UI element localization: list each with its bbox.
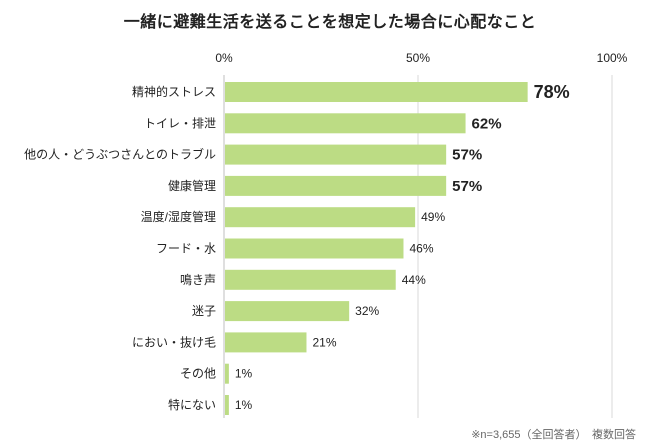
data-label: 44% — [402, 273, 426, 287]
category-label: フード・水 — [156, 242, 216, 256]
data-label: 62% — [472, 115, 502, 132]
data-label: 78% — [534, 82, 570, 102]
bar — [225, 207, 416, 228]
data-label: 49% — [421, 210, 445, 224]
x-tick-label: 50% — [406, 51, 430, 65]
category-label: 特にない — [168, 397, 216, 412]
bar — [225, 332, 307, 353]
bar — [225, 238, 404, 259]
bar — [225, 301, 350, 322]
data-label: 1% — [235, 398, 253, 412]
category-label: トイレ・排泄 — [144, 116, 216, 130]
chart-title: 一緒に避難生活を送ることを想定した場合に心配なこと — [123, 14, 537, 31]
data-label: 32% — [355, 304, 379, 318]
data-label: 21% — [312, 335, 336, 349]
category-label: 他の人・どうぶつさんとのトラブル — [24, 147, 216, 162]
x-tick-label: 0% — [215, 51, 233, 65]
bar — [225, 363, 229, 384]
bar — [225, 82, 528, 102]
category-label: 温度/湿度管理 — [141, 209, 216, 224]
category-label: その他 — [180, 367, 216, 381]
bar — [225, 113, 466, 134]
chart-footnote: ※n=3,655（全回答者） 複数回答 — [471, 429, 636, 441]
category-label: 精神的ストレス — [132, 84, 216, 99]
data-label: 46% — [409, 242, 433, 256]
x-tick-label: 100% — [597, 51, 628, 65]
bar — [225, 269, 396, 290]
data-label: 57% — [452, 178, 482, 195]
bar — [225, 395, 229, 415]
bar — [225, 175, 447, 196]
category-label: におい・抜け毛 — [132, 335, 216, 349]
category-label: 健康管理 — [168, 178, 216, 193]
data-label: 57% — [452, 147, 482, 164]
category-label: 鳴き声 — [180, 273, 216, 287]
category-label: 迷子 — [192, 304, 216, 318]
bar — [225, 144, 447, 165]
data-label: 1% — [235, 367, 253, 381]
